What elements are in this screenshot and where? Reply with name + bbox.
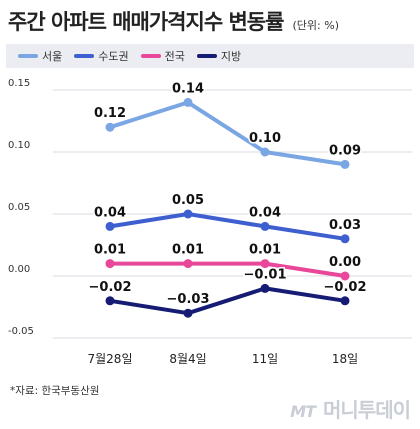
legend-label: 서울 <box>42 50 63 63</box>
data-label: 0.12 <box>94 106 126 121</box>
legend-label: 전국 <box>164 50 185 63</box>
y-tick-label: 0.10 <box>8 140 30 151</box>
data-label: 0.01 <box>94 243 126 258</box>
legend-item: 수도권 <box>74 48 129 64</box>
data-point <box>183 308 193 318</box>
data-label: 0.03 <box>329 218 361 233</box>
data-label: −0.02 <box>324 280 367 295</box>
watermark-text: 머니투데이 <box>323 398 411 422</box>
unit-label: (단위: %) <box>292 19 339 32</box>
x-tick-label: 18일 <box>332 352 358 366</box>
data-point <box>340 159 350 169</box>
data-point <box>340 234 350 244</box>
data-point <box>105 259 115 269</box>
source-note: *자료: 한국부동산원 <box>10 385 100 397</box>
x-tick-label: 8월4일 <box>169 352 206 366</box>
legend-item: 지방 <box>196 48 242 64</box>
data-label: 0.04 <box>94 205 126 220</box>
data-label: 0.01 <box>172 243 204 258</box>
data-label: 0.05 <box>172 193 204 208</box>
legend: 서울 수도권 전국 지방 <box>6 44 414 68</box>
data-point <box>183 209 193 219</box>
y-tick-label: 0.15 <box>8 78 30 89</box>
data-label: 0.04 <box>249 205 281 220</box>
watermark-prefix: MT <box>290 402 316 421</box>
legend-swatch <box>18 54 38 58</box>
series-line <box>108 261 347 278</box>
legend-item: 서울 <box>18 48 62 64</box>
data-point <box>183 97 193 107</box>
y-tick-label: 0.00 <box>8 264 30 275</box>
legend-item: 전국 <box>140 48 185 64</box>
title-row: 주간 아파트 매매가격지수 변동률 (단위: %) <box>8 6 412 40</box>
data-point <box>340 271 350 281</box>
data-label: 0.00 <box>329 255 361 270</box>
series-line <box>108 286 347 316</box>
series-line <box>108 212 347 241</box>
x-tick-label: 11일 <box>252 352 278 366</box>
data-point <box>105 296 115 306</box>
legend-swatch <box>74 54 95 58</box>
line-chart: -0.05 0.00 0.05 0.10 0.15 7월28일 8월4일 11일 18일 0.12… <box>8 78 412 366</box>
data-point <box>183 259 193 269</box>
legend-swatch <box>196 54 217 58</box>
data-label: 0.10 <box>249 131 281 146</box>
data-label: −0.01 <box>244 267 287 282</box>
data-label: 0.09 <box>329 143 361 158</box>
data-label: −0.03 <box>167 292 210 307</box>
series-line <box>108 100 347 167</box>
chart-title: 주간 아파트 매매가격지수 변동률 <box>8 10 284 34</box>
data-label: −0.02 <box>89 280 132 295</box>
legend-swatch <box>140 54 161 58</box>
data-point <box>260 221 270 231</box>
watermark-logo: MT 머니투데이 <box>290 394 411 423</box>
data-point <box>340 296 350 306</box>
data-point <box>260 259 270 269</box>
data-point <box>105 122 115 132</box>
data-point <box>260 283 270 293</box>
legend-label: 지방 <box>220 50 242 63</box>
x-tick-label: 7월28일 <box>88 352 133 366</box>
y-tick-label: -0.05 <box>8 326 34 337</box>
y-tick-label: 0.05 <box>8 202 30 213</box>
data-label: 0.14 <box>172 81 204 96</box>
data-label: 0.01 <box>249 243 281 258</box>
legend-label: 수도권 <box>98 50 129 63</box>
data-point <box>260 147 270 157</box>
data-point <box>105 221 115 231</box>
